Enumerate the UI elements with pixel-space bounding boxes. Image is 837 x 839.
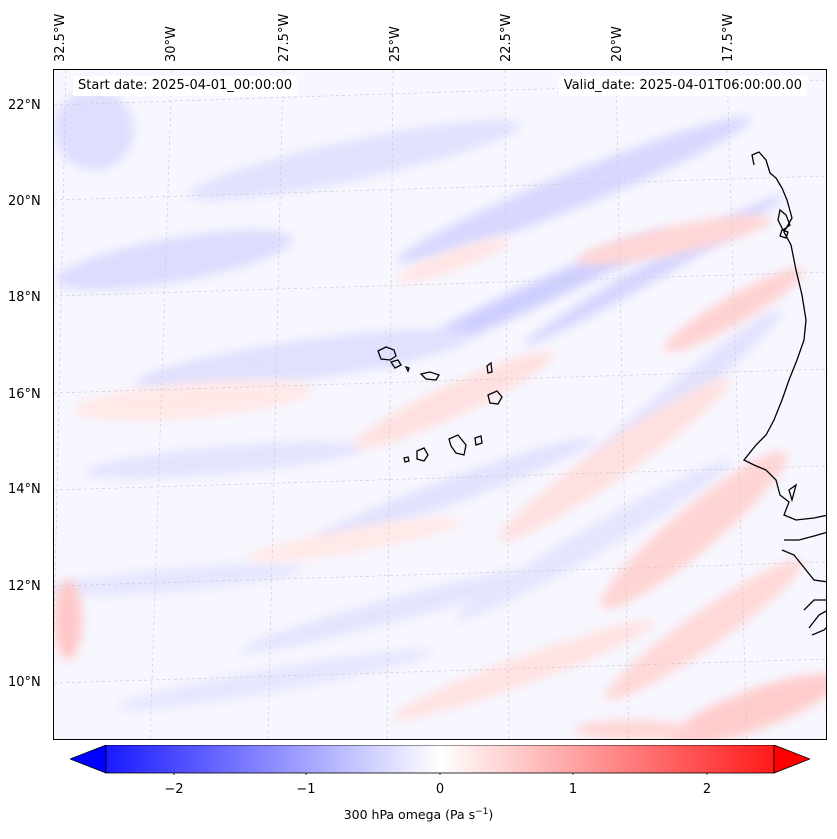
colorbar-gradient	[105, 745, 775, 774]
lon-label-30w: 30°W	[164, 26, 179, 62]
colorbar	[70, 745, 810, 775]
lon-label-25w: 25°W	[388, 26, 403, 62]
colorbar-tick-marks	[173, 773, 708, 775]
colorbar-label: 300 hPa omega (Pa s−1)	[343, 807, 494, 823]
gridlines	[54, 70, 826, 739]
cape-verde-islands	[377, 346, 503, 463]
lat-label-14n: 14°N	[8, 482, 41, 497]
lon-label-17-5w: 17.5°W	[721, 13, 736, 62]
colorbar-low-extend	[70, 745, 107, 774]
lat-label-18n: 18°N	[8, 290, 41, 305]
colorbar-tick-minus2: −2	[164, 782, 184, 797]
lon-label-32-5w: 32.5°W	[53, 13, 68, 62]
colorbar-tick-1: 1	[568, 782, 578, 797]
colorbar-high-extend	[773, 745, 810, 774]
valid-date-label: Valid_date: 2025-04-01T06:00:00.00	[558, 76, 807, 96]
lat-label-20n: 20°N	[8, 194, 41, 209]
colorbar-tick-2: 2	[702, 782, 712, 797]
colorbar-tick-minus1: −1	[296, 782, 316, 797]
lat-label-10n: 10°N	[8, 675, 41, 690]
lat-label-16n: 16°N	[8, 387, 41, 402]
lat-label-12n: 12°N	[8, 579, 41, 594]
lon-label-20w: 20°W	[610, 26, 625, 62]
colorbar-tick-0: 0	[435, 782, 445, 797]
lon-label-22-5w: 22.5°W	[499, 13, 514, 62]
coastline	[742, 151, 826, 636]
lon-label-27-5w: 27.5°W	[277, 13, 292, 62]
start-date-label: Start date: 2025-04-01_00:00:00	[73, 76, 298, 96]
lat-label-22n: 22°N	[8, 98, 41, 113]
map-panel[interactable]	[53, 69, 827, 740]
omega-field	[54, 70, 826, 739]
